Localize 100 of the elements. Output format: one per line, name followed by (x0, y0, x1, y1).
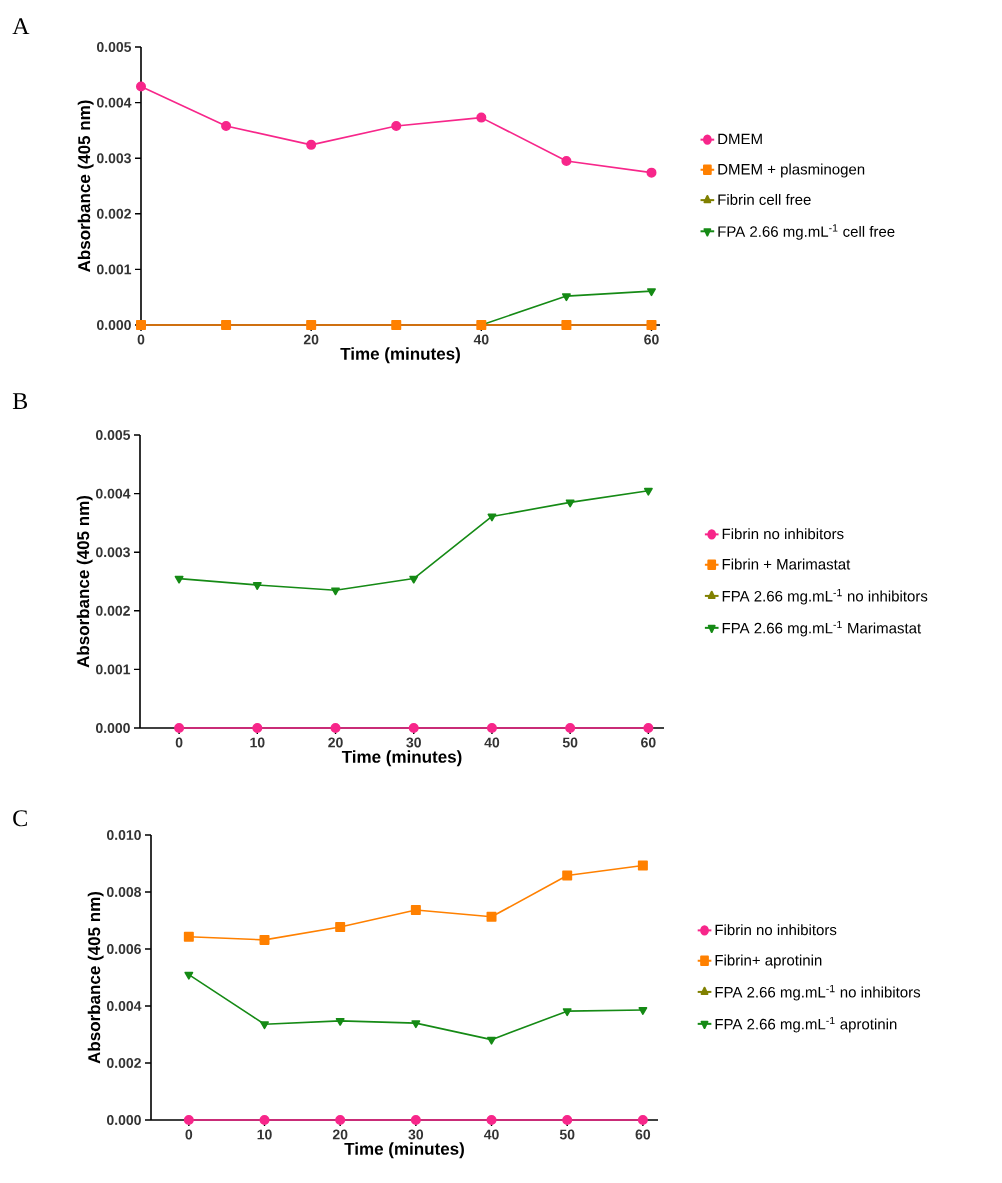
legend-label: FPA 2.66 mg.mL$^{-1}$ no inhibitors (715, 984, 921, 1001)
point (136, 81, 146, 92)
legend-label: Fibrin no inhibitors (722, 528, 844, 540)
point (487, 1036, 496, 1045)
point (174, 575, 184, 584)
y-axis-title: Absorbance (405 nm) (76, 495, 93, 668)
y-tick-label: 0.003 (96, 153, 131, 164)
x-tick-label: 10 (257, 1129, 272, 1140)
x-tick-label: 60 (644, 334, 659, 345)
y-tick-label: 0.005 (95, 430, 131, 440)
y-tick-label: 0.008 (106, 887, 142, 897)
y-axis-title: Absorbance (405 nm) (77, 100, 94, 273)
legend-label: FPA 2.66 mg.mL$^{-1}$ aprotinin (715, 1016, 897, 1033)
point (410, 1115, 421, 1126)
point (183, 931, 194, 942)
point (562, 870, 573, 881)
point (637, 1115, 648, 1126)
point (221, 120, 232, 131)
point (408, 723, 419, 734)
point (565, 723, 576, 734)
point (565, 499, 575, 508)
y-tick-label: 0.001 (96, 264, 132, 275)
x-tick-label: 10 (250, 737, 265, 748)
y-tick-label: 0.010 (106, 830, 141, 840)
point (136, 320, 146, 331)
x-tick-label: 50 (562, 737, 578, 748)
legend-label: FPA 2.66 mg.mL$^{-1}$ no inhibitors (722, 588, 928, 605)
legend-label: Fibrin+ aprotinin (715, 954, 822, 969)
point (331, 587, 340, 596)
point (411, 1020, 421, 1029)
x-tick-label: 40 (484, 737, 500, 748)
legend-label: FPA 2.66 mg.mL$^{-1}$ cell free (718, 224, 895, 240)
x-tick-label: 60 (635, 1129, 651, 1140)
point (335, 922, 346, 933)
point (561, 320, 572, 331)
y-tick-label: 0.006 (106, 944, 141, 954)
y-tick-label: 0.000 (96, 320, 131, 330)
legend-label: DMEM + plasminogen (718, 163, 865, 178)
point (252, 723, 263, 734)
point (260, 1021, 269, 1030)
legend-label: Fibrin + Marimastat (722, 558, 851, 570)
x-tick-label: 0 (185, 1129, 193, 1140)
chart-title: C (13, 810, 27, 827)
point (476, 112, 487, 123)
point (259, 1115, 270, 1126)
point (643, 723, 654, 734)
point (391, 120, 402, 131)
point (562, 1008, 572, 1017)
point (335, 1115, 346, 1126)
point (486, 911, 497, 922)
point (174, 723, 185, 734)
point (486, 1115, 497, 1126)
x-axis-title: Time (minutes) (341, 750, 462, 767)
point (335, 1017, 345, 1026)
x-tick-label: 40 (473, 334, 489, 345)
y-tick-label: 0.004 (106, 1001, 142, 1011)
x-tick-label: 40 (483, 1129, 499, 1140)
y-tick-label: 0.000 (95, 723, 130, 733)
legend-label: DMEM (718, 133, 762, 145)
y-tick-label: 0.004 (96, 97, 132, 108)
y-tick-label: 0.003 (95, 547, 130, 558)
x-tick-label: 0 (137, 334, 145, 345)
y-tick-label: 0.002 (106, 1058, 141, 1068)
y-tick-label: 0.005 (96, 42, 132, 52)
point (252, 582, 262, 591)
x-tick-label: 30 (408, 1129, 424, 1140)
legend-label: Fibrin no inhibitors (715, 924, 837, 936)
x-axis-title: Time (minutes) (340, 347, 460, 364)
x-tick-label: 30 (406, 737, 421, 748)
y-tick-label: 0.002 (96, 208, 131, 219)
chart-title: B (12, 393, 28, 409)
point (330, 723, 341, 734)
x-axis-title: Time (minutes) (344, 1142, 464, 1159)
point (306, 139, 317, 150)
x-tick-label: 0 (175, 737, 183, 748)
x-tick-label: 20 (328, 737, 343, 748)
x-tick-label: 50 (559, 1129, 575, 1140)
y-tick-label: 0.000 (106, 1115, 141, 1125)
point (410, 904, 421, 915)
x-tick-label: 60 (641, 737, 656, 748)
point (487, 513, 497, 522)
point (184, 971, 194, 980)
point (486, 723, 497, 734)
point (259, 934, 270, 945)
y-tick-label: 0.002 (95, 605, 130, 616)
legend-label: Fibrin cell free (718, 193, 811, 205)
point (183, 1115, 194, 1126)
point (306, 320, 317, 331)
point (391, 320, 402, 331)
point (409, 575, 419, 584)
point (221, 320, 232, 331)
point (643, 487, 653, 496)
x-tick-label: 20 (303, 334, 319, 345)
point (637, 860, 648, 871)
point (646, 167, 657, 178)
y-tick-label: 0.001 (95, 664, 131, 675)
x-tick-label: 20 (332, 1129, 348, 1140)
point (638, 1007, 648, 1015)
point (561, 155, 572, 166)
point (562, 1115, 573, 1126)
